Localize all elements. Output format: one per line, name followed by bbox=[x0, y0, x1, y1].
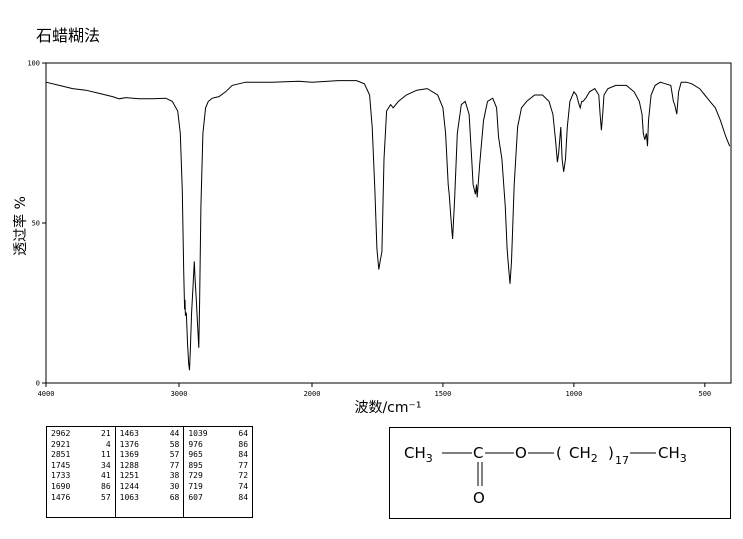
peak-transmittance: 44 bbox=[169, 429, 180, 438]
peak-table-row: 1288 77 bbox=[120, 461, 180, 472]
peak-wavenumber: 1244 bbox=[119, 481, 139, 491]
paren-open: ( bbox=[556, 444, 562, 462]
y-axis-label: 透过率 % bbox=[12, 196, 29, 256]
peak-wavenumber: 719 bbox=[188, 481, 203, 491]
peak-table-column: 1039 64 976 86 965 84 895 77 729 72 719 74 607 84 bbox=[183, 427, 252, 517]
peak-table-row: 2851 11 bbox=[51, 450, 111, 461]
y-tick-label: 50 bbox=[32, 220, 40, 228]
peak-transmittance: 41 bbox=[101, 471, 111, 481]
peak-table-row: 1733 41 bbox=[51, 471, 111, 482]
x-tick-label: 500 bbox=[698, 390, 711, 398]
peak-wavenumber: 2851 bbox=[51, 450, 71, 460]
peak-transmittance: 4 bbox=[105, 439, 111, 449]
peak-table-row: 1369 57 bbox=[120, 450, 180, 461]
ir-spectrum-chart: 4000 3000 2000 1500 1000 500 0 50 100 波数/cm⁻¹ 透… bbox=[12, 60, 732, 416]
peak-table-row: 1244 30 bbox=[120, 482, 180, 493]
peak-wavenumber: 976 bbox=[188, 439, 203, 449]
peak-transmittance: 72 bbox=[238, 471, 249, 481]
peak-table-row: 895 77 bbox=[188, 461, 248, 472]
x-axis-label: 波数/cm⁻¹ bbox=[354, 400, 421, 416]
peak-table-row: 719 74 bbox=[188, 482, 248, 493]
repeat-count: 17 bbox=[615, 454, 629, 467]
peak-transmittance: 64 bbox=[238, 429, 249, 438]
peak-table-row: 1690 86 bbox=[51, 482, 111, 493]
peak-wavenumber: 1476 bbox=[51, 492, 71, 502]
peak-wavenumber: 1376 bbox=[119, 439, 139, 449]
ch3-right-group: CH3 bbox=[658, 444, 687, 465]
peak-table-column: 2962 21 2921 4 2851 11 1745 34 1733 41 1690 86 1476 5… bbox=[47, 427, 115, 517]
chart-title: 石蜡糊法 bbox=[36, 26, 101, 45]
peak-table-row: 1039 64 bbox=[188, 429, 248, 440]
peak-transmittance: 74 bbox=[238, 481, 249, 491]
peak-wavenumber: 2962 bbox=[51, 429, 71, 438]
peak-transmittance: 57 bbox=[169, 450, 180, 460]
x-axis-ticks: 4000 3000 2000 1500 1000 500 bbox=[38, 383, 711, 398]
peak-table: 2962 21 2921 4 2851 11 1745 34 1733 41 1690 86 1476 5… bbox=[46, 426, 253, 518]
y-tick-label: 0 bbox=[36, 380, 40, 388]
ch2-group: CH2 bbox=[569, 444, 598, 465]
peak-transmittance: 30 bbox=[169, 481, 180, 491]
peak-transmittance: 84 bbox=[238, 450, 249, 460]
peak-wavenumber: 1463 bbox=[119, 429, 139, 438]
plot-frame bbox=[45, 62, 732, 384]
x-tick-label: 3000 bbox=[171, 390, 188, 398]
y-axis-label-text: 透过率 % bbox=[12, 196, 29, 256]
peak-table-row: 976 86 bbox=[188, 440, 248, 451]
peak-transmittance: 68 bbox=[169, 492, 180, 502]
peak-transmittance: 77 bbox=[169, 460, 180, 470]
peak-wavenumber: 607 bbox=[188, 492, 203, 502]
peak-wavenumber: 895 bbox=[188, 460, 203, 470]
peak-table-column: 1463 44 1376 58 1369 57 1288 77 1251 38 1244 30 1063… bbox=[114, 427, 184, 517]
x-tick-label: 1000 bbox=[565, 390, 582, 398]
x-tick-label: 4000 bbox=[38, 390, 55, 398]
peak-wavenumber: 1733 bbox=[51, 471, 71, 481]
structure-box: CH3 C O ( CH2 ) 17 CH3 O bbox=[389, 427, 731, 519]
peak-transmittance: 86 bbox=[101, 481, 111, 491]
peak-table-row: 1376 58 bbox=[120, 440, 180, 451]
peak-wavenumber: 1063 bbox=[119, 492, 139, 502]
x-tick-label: 1500 bbox=[435, 390, 452, 398]
peak-table-row: 2921 4 bbox=[51, 440, 111, 451]
x-tick-label: 2000 bbox=[304, 390, 321, 398]
peak-table-row: 607 84 bbox=[188, 493, 248, 504]
peak-table-row: 1251 38 bbox=[120, 471, 180, 482]
peak-table-row: 1463 44 bbox=[120, 429, 180, 440]
ester-oxygen: O bbox=[515, 444, 527, 462]
peak-transmittance: 21 bbox=[101, 429, 111, 438]
peak-transmittance: 38 bbox=[169, 471, 180, 481]
peak-wavenumber: 1745 bbox=[51, 460, 71, 470]
peak-wavenumber: 729 bbox=[188, 471, 203, 481]
peak-wavenumber: 1288 bbox=[119, 460, 139, 470]
spectrum-line bbox=[45, 80, 731, 371]
peak-transmittance: 58 bbox=[169, 439, 180, 449]
peak-table-row: 1063 68 bbox=[120, 493, 180, 504]
peak-table-row: 1745 34 bbox=[51, 461, 111, 472]
carbonyl-oxygen: O bbox=[473, 489, 485, 507]
ch3-left-group: CH3 bbox=[404, 444, 433, 465]
peak-table-row: 2962 21 bbox=[51, 429, 111, 440]
paren-close: ) bbox=[608, 444, 614, 462]
peak-table-row: 729 72 bbox=[188, 471, 248, 482]
peak-table-row: 1476 57 bbox=[51, 493, 111, 504]
peak-wavenumber: 965 bbox=[188, 450, 203, 460]
peak-transmittance: 57 bbox=[101, 492, 111, 502]
carbonyl-carbon: C bbox=[473, 444, 483, 462]
peak-wavenumber: 1039 bbox=[188, 429, 208, 438]
peak-transmittance: 34 bbox=[101, 460, 111, 470]
peak-table-row: 965 84 bbox=[188, 450, 248, 461]
peak-wavenumber: 1369 bbox=[119, 450, 139, 460]
y-axis-ticks: 0 50 100 bbox=[27, 60, 46, 388]
peak-transmittance: 77 bbox=[238, 460, 249, 470]
peak-wavenumber: 1251 bbox=[119, 471, 139, 481]
peak-transmittance: 11 bbox=[101, 450, 111, 460]
peak-transmittance: 84 bbox=[238, 492, 249, 502]
peak-transmittance: 86 bbox=[238, 439, 249, 449]
peak-wavenumber: 2921 bbox=[51, 439, 71, 449]
peak-wavenumber: 1690 bbox=[51, 481, 71, 491]
y-tick-label: 100 bbox=[27, 60, 40, 68]
